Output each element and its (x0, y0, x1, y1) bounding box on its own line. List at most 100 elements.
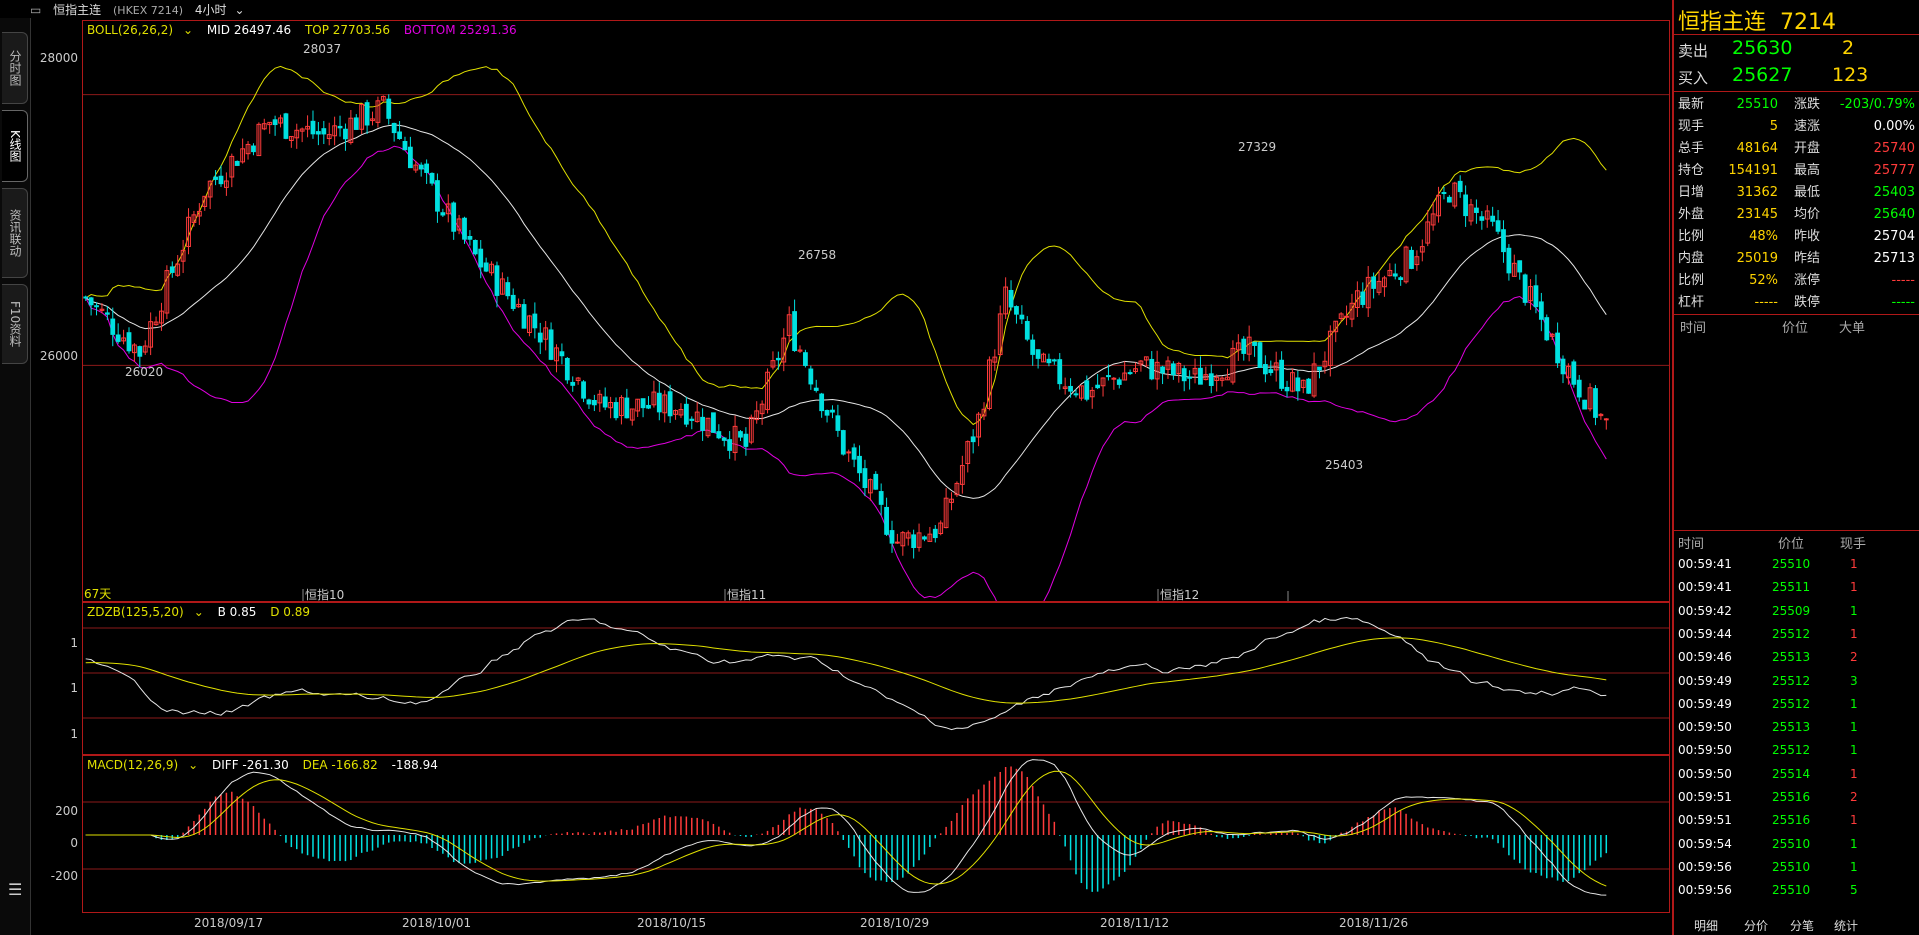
macd-dea: DEA -166.82 (302, 758, 378, 772)
candle-body (564, 357, 570, 381)
stat-value: 48164 (1736, 141, 1778, 156)
macd-panel[interactable]: MACD(12,26,9) ⌄ DIFF -261.30 DEA -166.82 … (82, 755, 1670, 913)
tick-row[interactable]: 00:59:44 25512 1 (1674, 623, 1919, 646)
stat-value: 25510 (1736, 97, 1778, 112)
stat-value: 52% (1749, 273, 1778, 288)
stat-value: -203/0.79% (1839, 97, 1915, 112)
tick-row[interactable]: 00:59:51 25516 2 (1674, 786, 1919, 809)
tick-row[interactable]: 00:59:56 25510 5 (1674, 879, 1919, 902)
tick-row[interactable]: 00:59:49 25512 1 (1674, 693, 1919, 716)
tick-volume: 1 (1850, 836, 1858, 851)
candle-body (1376, 280, 1382, 293)
quote-stat-row: 日增 31362 最低 25403 (1674, 182, 1919, 204)
zdzb-b-line (85, 617, 1607, 731)
tab-news[interactable]: 资讯联动 (2, 188, 28, 278)
candle-body (1246, 336, 1252, 355)
candle-body (397, 131, 402, 140)
tab-kline-chart[interactable]: K线图 (2, 110, 28, 182)
candle-body (619, 397, 624, 417)
candle-body (413, 164, 419, 171)
tick-row[interactable]: 00:59:54 25510 1 (1674, 833, 1919, 856)
stat-label: 内盘 (1678, 251, 1705, 266)
candle-body (483, 262, 489, 272)
candle-body (1143, 356, 1149, 361)
candle-body (202, 195, 208, 207)
tick-row[interactable]: 00:59:49 25512 3 (1674, 670, 1919, 693)
date-axis: 2018/09/17 2018/10/01 2018/10/15 2018/10… (82, 913, 1670, 935)
candle-body (1030, 339, 1036, 355)
boll-bottom: BOTTOM 25291.36 (403, 23, 517, 37)
macd-chart[interactable] (83, 756, 1669, 912)
candle-body (1566, 365, 1571, 379)
tick-price: 25512 (1772, 626, 1811, 641)
candle-body (213, 176, 218, 180)
zdzb-label[interactable]: ZDZB(125,5,20) ⌄ (87, 605, 204, 619)
sell-label: 卖出 (1678, 42, 1709, 60)
boll-label[interactable]: BOLL(26,26,2) ⌄ (87, 23, 194, 37)
tick-volume: 1 (1850, 696, 1858, 711)
macd-label[interactable]: MACD(12,26,9) ⌄ (87, 758, 199, 772)
zdzb-header: ZDZB(125,5,20) ⌄ B 0.85 D 0.89 (87, 605, 320, 619)
tick-row[interactable]: 00:59:50 25514 1 (1674, 763, 1919, 786)
kline-panel[interactable]: 280372602026758244572732925403恒指10恒指11恒指… (82, 20, 1670, 602)
tab-trades[interactable]: 分笔 (1790, 919, 1815, 933)
tick-row[interactable]: 00:59:50 25513 1 (1674, 716, 1919, 739)
candle-body (1187, 376, 1193, 379)
chevron-down-icon: ⌄ (234, 3, 245, 17)
tick-row[interactable]: 00:59:41 25511 1 (1674, 576, 1919, 599)
window-menu-icon[interactable]: ▭ (30, 3, 42, 17)
tick-row[interactable]: 00:59:42 25509 1 (1674, 600, 1919, 623)
candle-body (840, 430, 846, 455)
candle-body (694, 411, 700, 423)
candle-body (261, 123, 267, 130)
candle-body (1057, 359, 1063, 385)
candle-body (375, 100, 381, 123)
candle-body (153, 321, 159, 326)
tick-row[interactable]: 00:59:46 25513 2 (1674, 646, 1919, 669)
candle-body (954, 482, 960, 496)
zdzb-chart[interactable] (83, 603, 1669, 754)
tick-row[interactable]: 00:59:56 25510 1 (1674, 856, 1919, 879)
candle-body (559, 351, 565, 357)
period-selector[interactable]: 4小时 ⌄ (195, 3, 253, 17)
candle-body (456, 218, 462, 231)
kline-chart[interactable]: 280372602026758244572732925403恒指10恒指11恒指… (83, 21, 1669, 601)
tab-time-chart[interactable]: 分时图 (2, 32, 28, 104)
tab-stats[interactable]: 统计 (1834, 919, 1859, 933)
tick-row[interactable]: 00:59:41 25510 1 (1674, 553, 1919, 576)
quote-stat-row: 总手 48164 开盘 25740 (1674, 138, 1919, 160)
quote-stat-row: 内盘 25019 昨结 25713 (1674, 248, 1919, 270)
tick-row[interactable]: 00:59:51 25516 1 (1674, 809, 1919, 832)
price-annotation: 26020 (125, 365, 163, 379)
list-menu-icon[interactable]: ☰ (8, 880, 23, 899)
candle-body (1295, 377, 1301, 392)
zdzb-panel[interactable]: ZDZB(125,5,20) ⌄ B 0.85 D 0.89 (82, 602, 1670, 755)
tick-row[interactable]: 00:59:50 25512 1 (1674, 739, 1919, 762)
candle-body (348, 117, 354, 144)
boll-label-text: BOLL(26,26,2) (87, 23, 174, 37)
candle-body (581, 381, 586, 399)
zdzb-b: B 0.85 (217, 605, 257, 619)
tick-price: 25512 (1772, 673, 1811, 688)
candle-body (1035, 349, 1041, 359)
stat-value: 25019 (1736, 251, 1778, 266)
quote-stat-row: 比例 52% 涨停 ----- (1674, 270, 1919, 292)
month-label: 恒指12 (1160, 587, 1199, 601)
y-label-28000: 28000 (39, 51, 78, 65)
tick-volume: 1 (1850, 743, 1858, 758)
candle-body (1225, 376, 1230, 381)
candle-body (959, 465, 965, 485)
tab-f10[interactable]: F10资料 (2, 284, 28, 364)
candle-body (830, 409, 835, 413)
candle-body (835, 415, 841, 431)
candle-body (1409, 249, 1414, 269)
candle-body (1051, 359, 1057, 362)
stat-value: 25740 (1873, 141, 1915, 156)
quote-title: 恒指主连 7214 (1678, 4, 1836, 36)
candle-body (1235, 342, 1241, 351)
candle-body (1533, 285, 1539, 308)
candle-body (294, 129, 300, 139)
candle-body (646, 404, 651, 409)
tab-detail[interactable]: 明细 (1694, 919, 1719, 933)
tab-price-dist[interactable]: 分价 (1744, 919, 1769, 933)
